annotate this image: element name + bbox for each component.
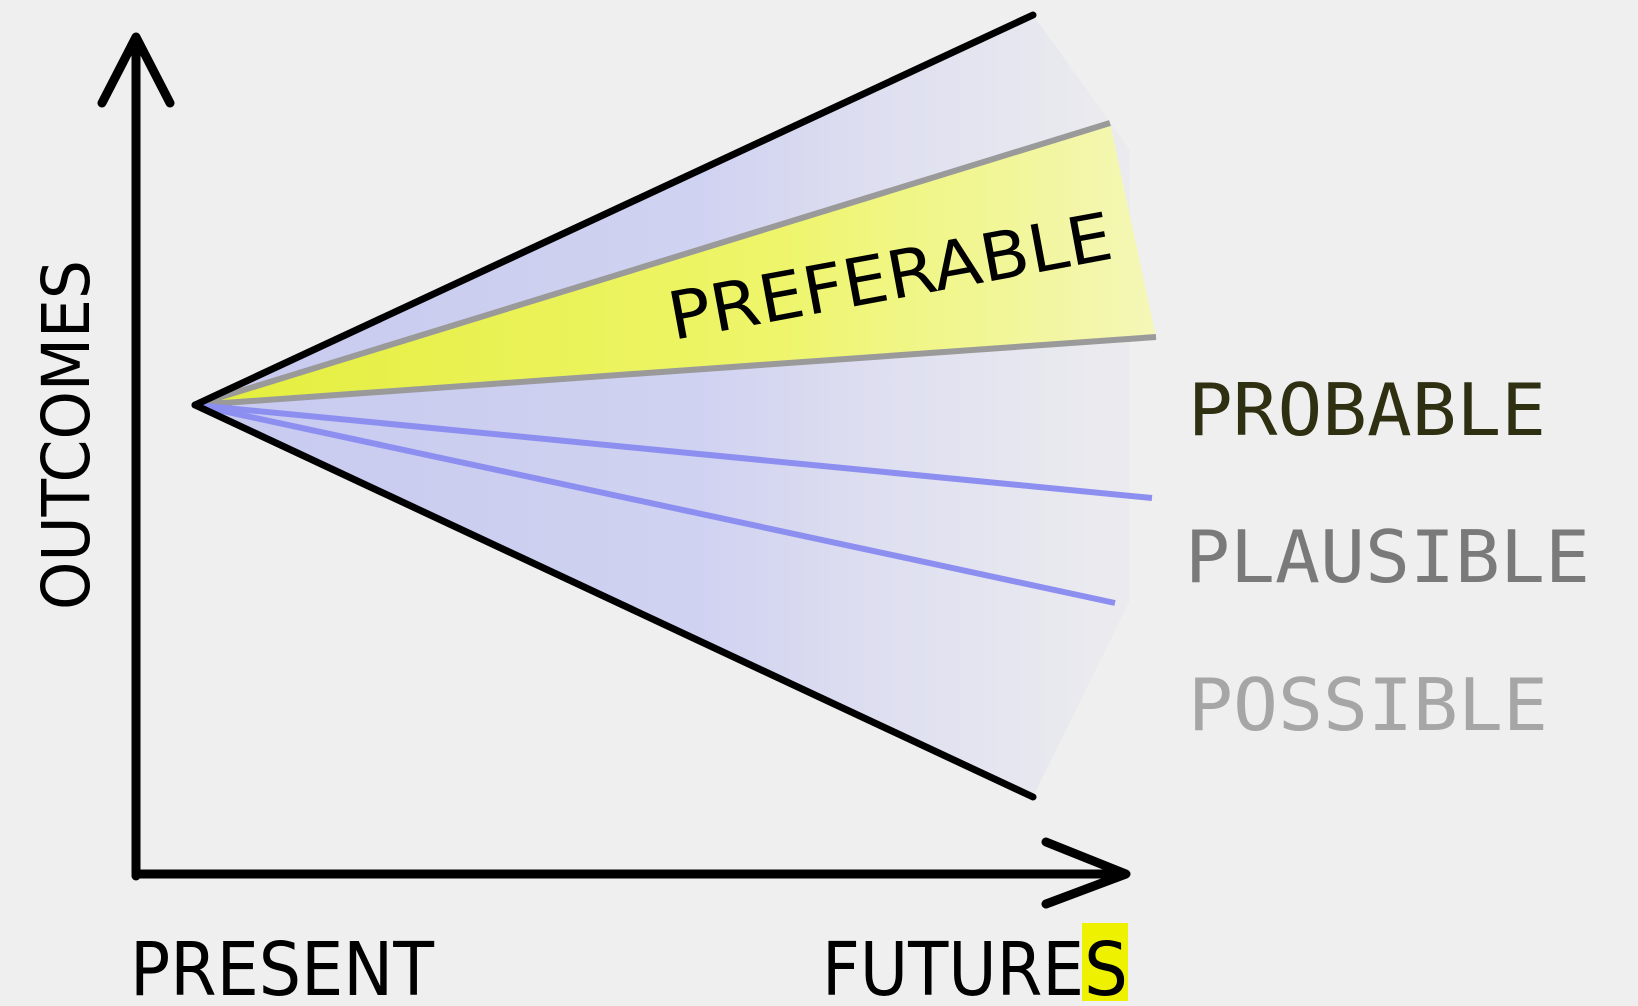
x-axis-arrowhead	[1041, 837, 1131, 909]
preferable-cone-fill	[195, 123, 1156, 405]
possible-cone-fill	[195, 15, 1130, 797]
x-axis-label-futures-highlight: S	[1084, 927, 1128, 1001]
possible-label: POSSIBLE	[1188, 663, 1548, 747]
y-axis-arrowhead	[97, 32, 175, 108]
possible-upper-edge	[191, 11, 1037, 409]
x-axis-label-present: PRESENT	[130, 927, 435, 1001]
preferable-upper-edge	[194, 120, 1111, 408]
futures-s-highlight	[1082, 923, 1128, 1001]
probable-label: PROBABLE	[1188, 368, 1546, 452]
probable-upper-line	[194, 402, 1153, 501]
plausible-label: PLAUSIBLE	[1185, 515, 1590, 599]
y-axis-label: OUTCOMES	[28, 260, 105, 610]
probable-lower-line	[194, 402, 1116, 606]
possible-lower-edge	[191, 401, 1037, 801]
x-axis-label-futures: FUTURE	[822, 927, 1084, 1001]
preferable-lower-edge	[194, 334, 1157, 408]
